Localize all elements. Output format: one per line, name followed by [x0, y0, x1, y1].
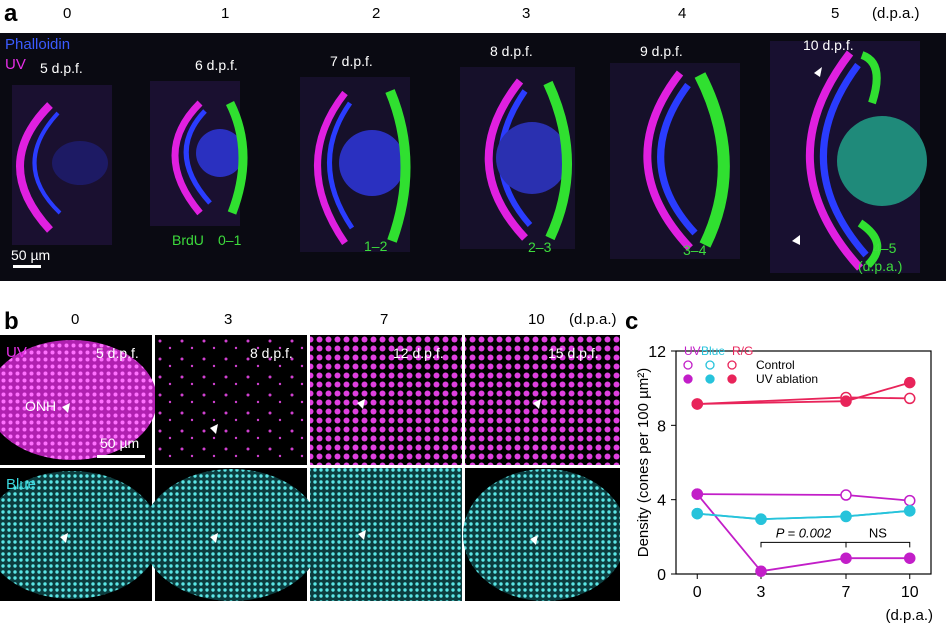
- legend-cone-0: UV: [684, 344, 701, 358]
- panel-a-dpa-header-2: 2: [372, 5, 381, 22]
- data-point-3-1: [755, 513, 767, 525]
- data-point-5-0: [691, 398, 703, 410]
- annotation-bracket-1: [845, 541, 911, 548]
- panel-b-label: b: [4, 308, 19, 335]
- panel-c-label: c: [625, 308, 639, 335]
- legend-marker-0-1: [705, 360, 715, 370]
- x-tick-label-2: 7: [842, 584, 851, 601]
- x-tick-label-0: 0: [693, 584, 702, 601]
- annotation-label-0: P = 0.002: [776, 525, 832, 540]
- data-point-5-2: [904, 376, 916, 389]
- panel-b-uv-row-label: UV: [6, 344, 27, 361]
- legend-marker-1-0: [683, 374, 693, 384]
- panel-b-dpa-header-3: 10: [528, 311, 545, 328]
- y-tick-label-3: 12: [648, 344, 666, 361]
- x-tick-label-3: 10: [901, 584, 919, 601]
- brdu-range-2: 2–3: [528, 239, 552, 255]
- x-axis-label: (d.p.a.): [885, 607, 933, 623]
- series-line-1: [696, 493, 910, 573]
- panel-b-blue-row-label: Blue: [6, 476, 37, 493]
- y-tick-label-0: 0: [657, 567, 666, 584]
- data-point-3-0: [691, 507, 703, 520]
- data-point-3-3: [904, 505, 916, 517]
- brdu-unit: (d.p.a.): [858, 258, 903, 274]
- series-line-3: [697, 509, 910, 521]
- panel-b-scale-bar-label: 50 µm: [100, 435, 140, 451]
- panel-a-label: a: [4, 0, 18, 27]
- brdu-range-4: 4–5: [873, 240, 897, 256]
- y-tick-label-1: 4: [657, 493, 666, 510]
- panel-a-dpa-header-1: 1: [221, 5, 230, 22]
- panel-a-dpa-unit: (d.p.a.): [872, 5, 920, 22]
- data-point-1-1: [755, 565, 767, 577]
- panel-a-dpf-1: 6 d.p.f.: [195, 57, 238, 73]
- chart-axes: 0 4 8 12 0 3 7 10 (d.p.a.) Density (cones per 100…: [635, 344, 933, 623]
- panel-b-dpa-header-1: 3: [224, 311, 233, 328]
- legend-marker-0-0: [683, 360, 693, 370]
- phalloidin-label: Phalloidin: [5, 36, 71, 53]
- panel-a-scale-bar-label: 50 µm: [11, 247, 51, 263]
- panel-b-dpa-header-2: 7: [380, 311, 389, 328]
- legend-cone-1: Blue: [701, 344, 725, 358]
- data-point-1-2: [840, 552, 852, 564]
- onh-label: ONH: [25, 398, 57, 414]
- brdu-range-3: 3–4: [683, 242, 707, 258]
- panel-b-dpa-header-0: 0: [71, 311, 80, 328]
- panel-b-dpf-3: 15 d.p.f.: [548, 345, 599, 361]
- data-point-1-0: [691, 488, 703, 500]
- panel-a-dpa-header-5: 5: [831, 5, 840, 22]
- brdu-label: BrdU: [172, 232, 204, 248]
- panel-a-dpa-header-4: 4: [678, 5, 687, 22]
- y-axis-label: Density (cones per 100 µm²): [635, 368, 652, 558]
- panel-a-image: Phalloidin UV 5 d.p.f. 6 d.p.f. 7 d.p.f.…: [0, 33, 946, 281]
- series-line-0: [697, 493, 910, 502]
- data-point-0-1: [840, 489, 852, 501]
- panel-a-dpf-3: 8 d.p.f.: [490, 43, 533, 59]
- data-point-5-1: [840, 395, 852, 407]
- legend-marker-1-2: [727, 374, 737, 384]
- density-chart: 0 4 8 12 0 3 7 10 (d.p.a.) Density (cones per 100…: [635, 344, 933, 623]
- legend-marker-1-1: [705, 374, 715, 384]
- chart-series: [691, 376, 916, 577]
- panel-b-dpf-0: 5 d.p.f.: [96, 345, 139, 361]
- plot-frame: [675, 350, 932, 575]
- data-point-0-2: [904, 494, 916, 507]
- legend-label-1: UV ablation: [756, 372, 818, 386]
- panel-b-dpf-2: 12 d.p.f.: [393, 345, 444, 361]
- y-tick-label-2: 8: [657, 418, 666, 435]
- panel-b-dpa-unit: (d.p.a.): [569, 311, 617, 328]
- legend-label-0: Control: [756, 358, 795, 372]
- data-point-3-2: [840, 510, 852, 523]
- annotation-label-1: NS: [869, 525, 887, 540]
- panel-a-dpf-5: 10 d.p.f.: [803, 37, 854, 53]
- panel-a-micrographs: [12, 41, 927, 273]
- x-tick-label-1: 3: [757, 584, 766, 601]
- legend-cone-2: R/G: [732, 344, 753, 358]
- panel-b-micrographs: [0, 335, 620, 601]
- panel-a-dpa-header-0: 0: [63, 5, 72, 22]
- chart-annotations: P = 0.002 NS: [760, 525, 911, 548]
- panel-a-dpa-header-3: 3: [522, 5, 531, 22]
- legend-marker-0-2: [727, 360, 737, 370]
- data-point-4-2: [904, 392, 916, 405]
- panel-b-dpf-1: 8 d.p.f.: [250, 345, 293, 361]
- panel-a-dpf-4: 9 d.p.f.: [640, 43, 683, 59]
- brdu-range-0: 0–1: [218, 232, 242, 248]
- panel-a-dpf-0: 5 d.p.f.: [40, 60, 83, 76]
- uv-stain-label: UV: [5, 56, 26, 73]
- annotation-bracket-0: [760, 541, 847, 548]
- panel-a-dpf-2: 7 d.p.f.: [330, 53, 373, 69]
- data-point-1-3: [904, 552, 916, 564]
- brdu-range-1: 1–2: [364, 238, 388, 254]
